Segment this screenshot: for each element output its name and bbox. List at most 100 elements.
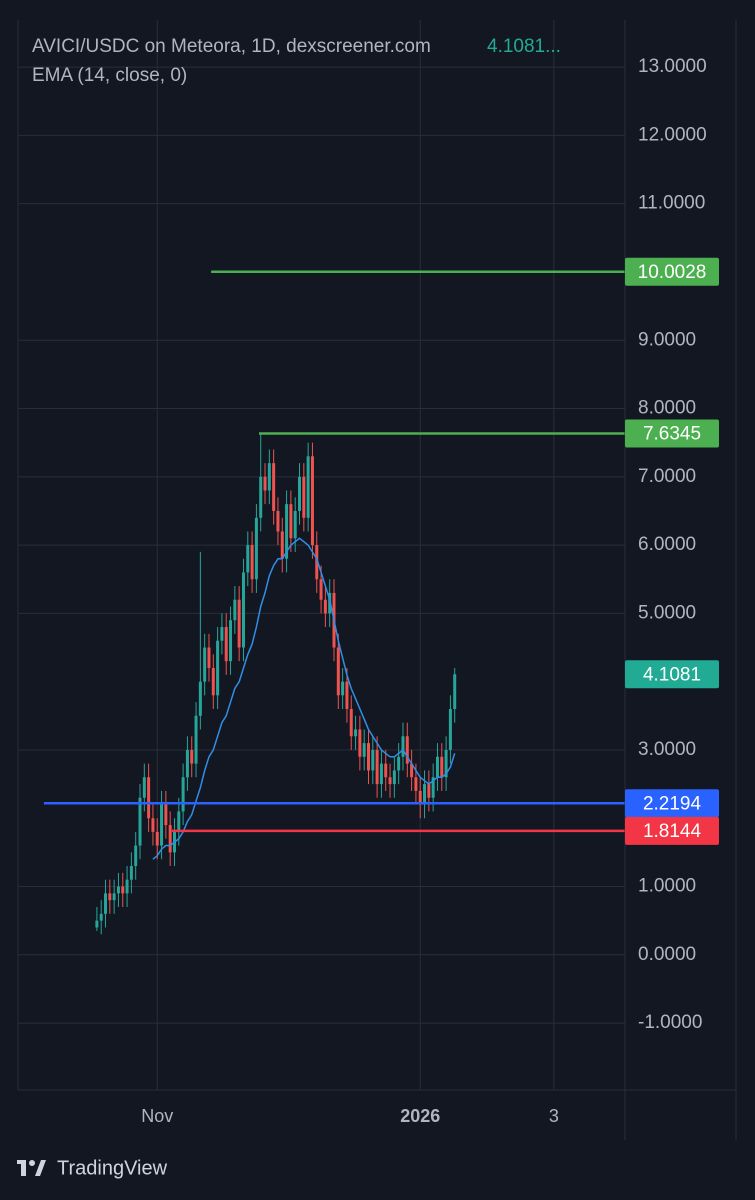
candle-body xyxy=(366,743,370,771)
y-tick-label: 5.0000 xyxy=(638,602,696,623)
candle-body xyxy=(104,893,108,914)
candle-body xyxy=(190,749,194,764)
y-tick-label: 9.0000 xyxy=(638,329,696,350)
grid xyxy=(18,20,625,1090)
candle-body xyxy=(177,811,181,832)
brand-name: TradingView xyxy=(57,1157,168,1179)
y-tick-label: 8.0000 xyxy=(638,398,696,419)
candle-body xyxy=(285,504,289,559)
candle-body xyxy=(375,749,379,785)
candle-body xyxy=(246,545,250,573)
x-tick-label: Nov xyxy=(141,1106,173,1126)
price-tag-label: 10.0028 xyxy=(638,262,707,283)
candle-body xyxy=(267,463,271,491)
candle-body xyxy=(138,797,142,846)
candle-body xyxy=(185,749,189,778)
candle-body xyxy=(362,743,366,757)
y-tick-label: 12.0000 xyxy=(638,124,707,145)
x-tick-label: 2026 xyxy=(400,1106,440,1126)
candle-body xyxy=(194,715,198,764)
candle-body xyxy=(160,804,164,846)
y-tick-label: 3.0000 xyxy=(638,739,696,760)
candle-body xyxy=(397,756,401,771)
indicator-label: EMA (14, close, 0) xyxy=(32,65,187,86)
candle-body xyxy=(112,893,116,901)
y-tick-label: 1.0000 xyxy=(638,876,696,897)
y-tick-label: 13.0000 xyxy=(638,56,707,77)
candle-body xyxy=(198,681,202,716)
candle-body xyxy=(147,777,151,819)
candle-body xyxy=(164,804,168,826)
candle-body xyxy=(151,818,155,832)
axis: 13.0000 12.0000 11.0000 9.0000 8.0000 7.0000 6… xyxy=(141,56,719,1126)
candle-body xyxy=(414,777,418,791)
candle-body xyxy=(272,463,276,511)
candle-body xyxy=(345,681,349,709)
candle-body xyxy=(448,708,452,750)
candle-body xyxy=(99,913,103,921)
candle-body xyxy=(168,825,172,853)
price-tag xyxy=(625,257,719,286)
candle-body xyxy=(220,627,224,641)
candle-body xyxy=(379,763,383,785)
price-tag-label: 4.1081 xyxy=(643,664,701,685)
candle-body xyxy=(435,756,439,778)
candle-body xyxy=(155,831,159,846)
candle-body xyxy=(289,504,293,539)
candle-body xyxy=(310,456,314,546)
candle-body xyxy=(427,784,431,798)
candle-body xyxy=(142,777,146,798)
candle-body xyxy=(237,599,241,648)
candle-body xyxy=(254,517,258,580)
candle-body xyxy=(453,674,457,709)
candle-body xyxy=(241,572,245,648)
candle-body xyxy=(423,784,427,805)
ema-line xyxy=(152,537,456,860)
candle-body xyxy=(440,756,444,778)
chart-title: AVICI/USDC on Meteora, 1D, dexscreener.c… xyxy=(32,36,431,57)
candle-body xyxy=(108,893,112,901)
candle-body xyxy=(354,729,358,737)
y-tick-label: 6.0000 xyxy=(638,534,696,555)
candle-body xyxy=(349,708,353,737)
y-tick-label: 11.0000 xyxy=(638,193,705,214)
candle-body xyxy=(341,681,345,696)
candle-body xyxy=(280,531,284,559)
candle-body xyxy=(263,476,267,491)
candle-body xyxy=(293,510,297,539)
candle-body xyxy=(229,620,233,662)
candle-body xyxy=(129,866,133,880)
candle-body xyxy=(323,599,327,614)
candle-body xyxy=(405,736,409,764)
price-tag-label: 1.8144 xyxy=(643,821,702,842)
candle-body xyxy=(358,729,362,757)
candle-body xyxy=(121,886,125,894)
candle-body xyxy=(276,510,280,532)
plot-area xyxy=(43,270,625,935)
candle-body xyxy=(410,763,414,778)
price-tag-label: 7.6345 xyxy=(643,424,701,445)
candle-body xyxy=(181,777,185,812)
candle-body xyxy=(392,770,396,785)
candle-body xyxy=(259,476,263,518)
candle-body xyxy=(319,579,323,600)
y-tick-label: 7.0000 xyxy=(638,466,696,487)
candle-body xyxy=(250,545,254,580)
candle-body xyxy=(207,647,211,669)
x-tick-label: 3 xyxy=(549,1106,559,1126)
candle-body xyxy=(224,627,228,662)
candle-body xyxy=(306,456,310,518)
candle-body xyxy=(384,763,388,778)
price-tag xyxy=(625,419,719,448)
candle-body xyxy=(336,647,340,696)
y-tick-label: 0.0000 xyxy=(638,944,696,965)
candle-body xyxy=(95,920,99,928)
candle-body xyxy=(401,736,405,757)
candle-body xyxy=(315,545,319,580)
price-tag xyxy=(625,660,719,689)
candle-body xyxy=(431,777,435,798)
candle-body xyxy=(203,647,207,682)
